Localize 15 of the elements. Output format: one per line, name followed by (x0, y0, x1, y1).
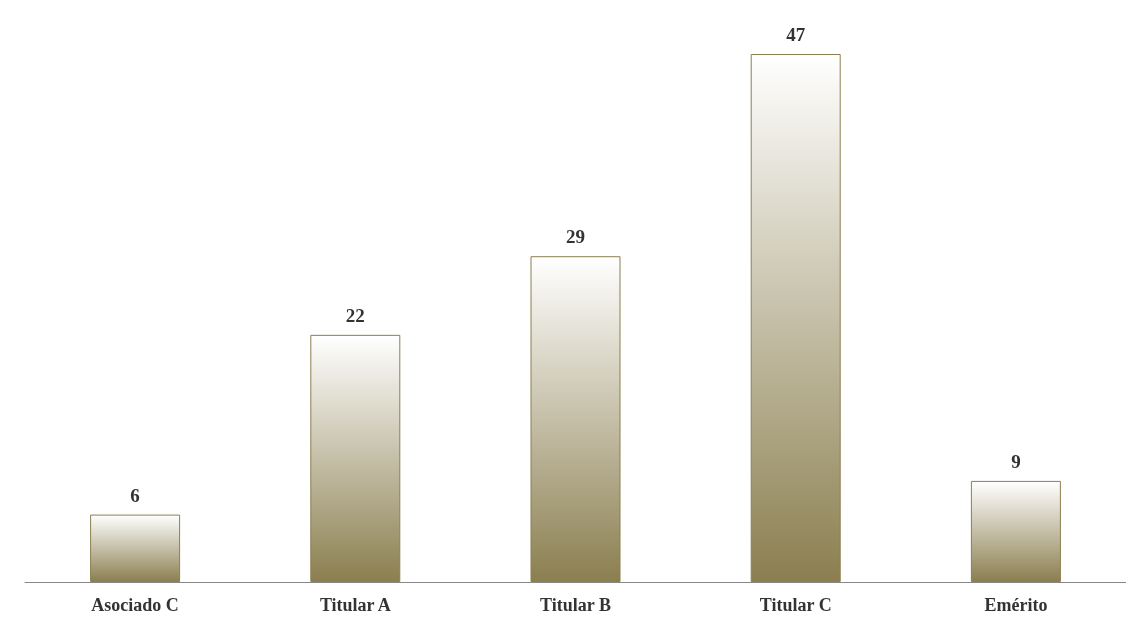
data-label: 47 (786, 24, 806, 45)
data-label: 6 (130, 484, 140, 506)
x-tick-label: Titular A (319, 595, 391, 615)
bar (530, 256, 621, 582)
x-tick-label: Asociado C (91, 595, 179, 615)
bar (310, 334, 401, 582)
data-label: 9 (1011, 450, 1021, 472)
x-tick-label: Titular C (759, 595, 832, 615)
data-label: 29 (566, 226, 585, 248)
x-tick-label: Emérito (984, 595, 1048, 615)
x-tick-label: Titular B (540, 595, 611, 615)
bar (90, 514, 181, 582)
bar (750, 54, 841, 582)
data-label: 22 (345, 304, 365, 326)
bar (970, 480, 1061, 582)
